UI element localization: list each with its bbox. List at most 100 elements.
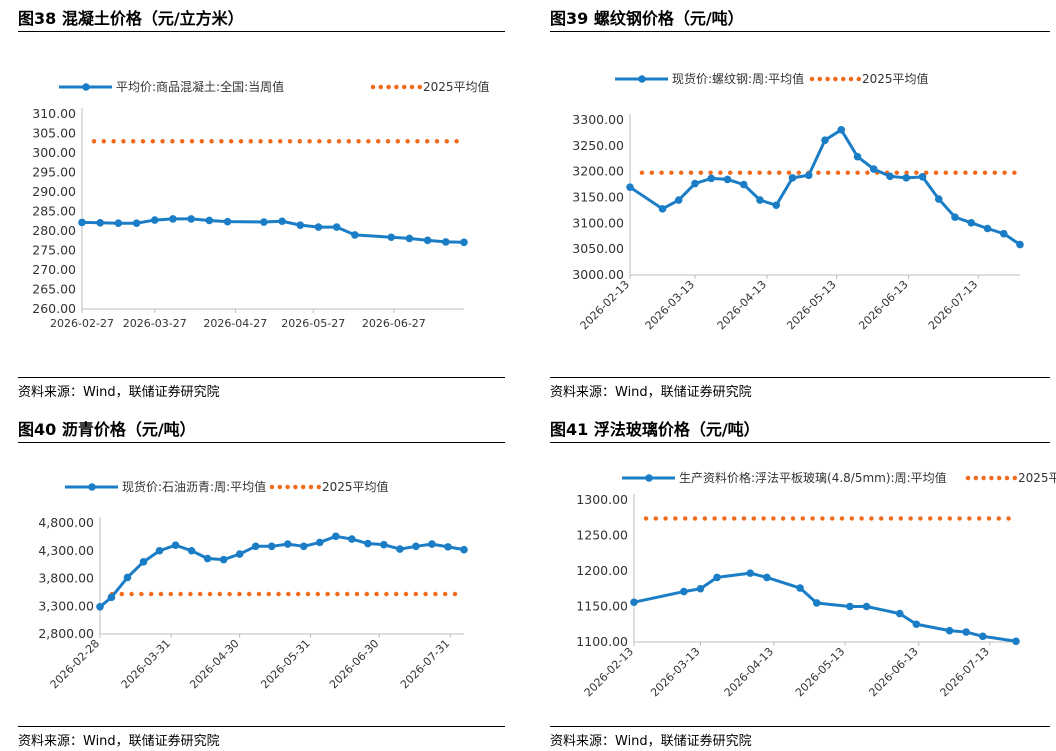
y-tick-label: 3100.00 — [572, 215, 624, 230]
data-point — [772, 201, 781, 210]
x-tick-label: 2026-05-13 — [793, 645, 847, 699]
data-point — [862, 602, 871, 611]
data-point — [895, 609, 904, 618]
x-tick-label: 2026-03-13 — [648, 645, 702, 699]
x-tick-label: 2026-02-13 — [578, 278, 632, 332]
y-tick-label: 280.00 — [32, 223, 76, 238]
data-point — [967, 219, 976, 227]
y-tick-label: 3050.00 — [572, 241, 624, 256]
data-point — [296, 221, 305, 229]
data-point — [460, 238, 468, 247]
title-rule — [18, 31, 505, 32]
chart-title: 图40 沥青价格（元/吨） — [18, 420, 196, 439]
x-tick-label: 2026-07-13 — [926, 278, 980, 332]
y-tick-label: 1150.00 — [576, 599, 628, 614]
data-point — [630, 598, 638, 607]
source-rule — [550, 726, 1050, 727]
chart-title: 图41 浮法玻璃价格（元/吨） — [550, 420, 760, 439]
data-point — [132, 219, 141, 227]
data-point — [331, 532, 340, 541]
data-point — [696, 584, 705, 593]
data-point — [886, 172, 894, 181]
data-point — [723, 175, 732, 184]
source-note: 资料来源：Wind，联储证券研究院 — [18, 385, 220, 400]
panel-glass: 图41 浮法玻璃价格（元/吨） 1300.00 1250.00 1200.00 115… — [550, 416, 1056, 751]
y-tick-label: 285.00 — [32, 204, 76, 219]
data-point — [442, 238, 450, 246]
data-point — [626, 183, 634, 191]
y-tick-label: 300.00 — [32, 145, 76, 160]
y-tick-label: 275.00 — [32, 243, 76, 258]
data-point — [680, 587, 688, 596]
source-rule — [550, 377, 1050, 378]
x-tick-label: 2026-04-13 — [715, 278, 769, 332]
y-tick-label: 290.00 — [32, 184, 76, 199]
y-tick-label: 3300.00 — [572, 112, 624, 127]
data-point — [332, 223, 341, 231]
line-chart: 4,800.00 4,300.00 3,800.00 3,300.00 2,800.00… — [38, 479, 468, 691]
data-point — [78, 218, 86, 227]
data-point — [205, 216, 214, 225]
data-point — [348, 535, 356, 543]
y-tick-label: 265.00 — [32, 282, 76, 297]
data-point — [746, 569, 755, 577]
data-point — [853, 152, 862, 161]
x-tick-label: 2026-04-27 — [203, 317, 267, 330]
title-rule — [18, 442, 505, 443]
y-tick-label: 3250.00 — [572, 138, 624, 153]
legend-marker-main — [638, 75, 646, 83]
data-point — [999, 229, 1008, 238]
x-tick-label: 2026-07-31 — [398, 637, 452, 691]
x-tick-label: 2026-06-13 — [866, 645, 920, 699]
data-point — [380, 540, 388, 549]
x-tick-label: 2026-04-13 — [722, 645, 776, 699]
source-note: 资料来源：Wind，联储证券研究院 — [550, 734, 752, 749]
data-point — [739, 180, 748, 189]
legend-label-avg: 2025平均值 — [423, 79, 490, 94]
data-point — [396, 545, 404, 553]
y-tick-label: 2,800.00 — [38, 626, 94, 641]
data-point — [945, 626, 954, 635]
data-point — [1016, 240, 1024, 249]
x-tick-label: 2026-05-27 — [281, 317, 345, 330]
y-tick-label: 3000.00 — [572, 267, 624, 282]
y-tick-label: 3,300.00 — [38, 598, 94, 613]
data-point — [223, 217, 232, 226]
line-chart: 1300.001250.001200.001150.001100.002026-… — [576, 470, 1056, 699]
legend-label-avg: 2025平均值 — [862, 71, 929, 86]
data-point — [962, 628, 970, 636]
data-point — [837, 126, 846, 134]
source-note: 资料来源：Wind，联储证券研究院 — [550, 385, 752, 400]
series-line-main — [633, 571, 1017, 643]
data-point — [869, 165, 878, 173]
data-point — [278, 217, 286, 226]
data-point — [821, 136, 829, 144]
title-rule — [550, 442, 1050, 443]
data-point — [934, 195, 943, 203]
panel-concrete: 图38 混凝土价格（元/立方米） 310.00 305.00 300.00 295.0… — [18, 5, 505, 400]
x-tick-label: 2026-02-13 — [582, 645, 636, 699]
data-point — [788, 174, 797, 182]
data-point — [203, 554, 212, 563]
data-point — [169, 215, 177, 223]
panel-rebar: 图39 螺纹钢价格（元/吨） 3300.00 3250.00 3200.00 3150… — [550, 5, 1050, 400]
legend-label-main: 现货价:螺纹钢:周:平均值 — [672, 71, 804, 86]
panel-asphalt: 图40 沥青价格（元/吨） 4,800.00 4,300.00 3,800.00 3,… — [18, 416, 505, 751]
data-point — [96, 603, 104, 611]
data-point — [658, 205, 667, 213]
data-point — [299, 542, 308, 551]
y-tick-label: 3200.00 — [572, 164, 624, 179]
data-point — [150, 216, 159, 224]
data-point — [251, 542, 260, 551]
legend-label-avg: 2025平均值 — [1018, 470, 1056, 485]
series-line-main — [629, 128, 1021, 246]
y-tick-label: 1100.00 — [576, 634, 628, 649]
x-tick-label: 2026-03-13 — [643, 278, 697, 332]
x-tick-label: 2026-06-13 — [856, 278, 910, 332]
data-point — [123, 573, 132, 582]
x-tick-label: 2026-06-30 — [327, 637, 381, 691]
x-tick-label: 2026-05-13 — [784, 278, 838, 332]
data-point — [951, 213, 959, 221]
data-point — [713, 573, 721, 582]
x-tick-label: 2026-05-31 — [258, 637, 312, 691]
